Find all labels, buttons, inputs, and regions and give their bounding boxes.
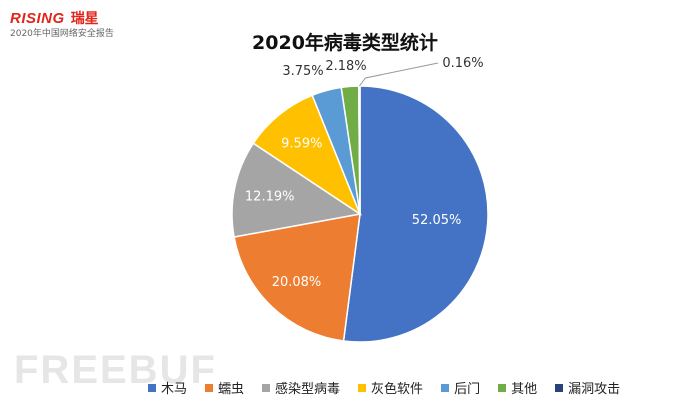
legend-swatch-4 [441, 383, 450, 392]
slice-label-0: 52.05% [412, 213, 462, 228]
legend-item-0: 木马 [148, 378, 187, 397]
legend-label-2: 感染型病毒 [275, 382, 341, 397]
legend-swatch-3 [358, 383, 367, 392]
chart-title: 2020年病毒类型统计 [252, 32, 438, 54]
rising-logo: RISING 瑞星 [10, 8, 99, 28]
pie-labels: 52.05% 20.08% 12.19% 9.59% 3.75% 2.18% 0.16% [245, 56, 484, 290]
legend-item-1: 蠕虫 [205, 378, 244, 397]
pie-slice-2 [231, 142, 362, 238]
slice-label-6: 0.16% [442, 56, 483, 71]
slice-label-1: 20.08% [272, 275, 322, 290]
legend-swatch-0 [148, 383, 156, 392]
logo-text-en: RISING [10, 10, 65, 27]
slice-label-5: 2.18% [325, 59, 366, 74]
legend-swatch-5 [498, 383, 507, 392]
chart-legend: 木马 蠕虫 感染型病毒 灰色软件 后门 其他 漏洞攻击 [148, 378, 620, 397]
pie-slice-0 [342, 85, 489, 343]
legend-label-0: 木马 [161, 382, 188, 397]
legend-label-5: 其他 [511, 382, 538, 397]
leader-line-6 [358, 62, 439, 87]
legend-swatch-1 [205, 383, 214, 392]
legend-swatch-2 [262, 383, 271, 392]
legend-item-5: 其他 [498, 378, 537, 397]
logo-text-cn: 瑞星 [70, 11, 99, 27]
report-subtitle: 2020年中国网络安全报告 [10, 29, 114, 39]
pie-slice-3 [252, 94, 362, 216]
legend-label-3: 灰色软件 [371, 382, 424, 397]
slice-label-3: 9.59% [281, 137, 322, 152]
freebuf-watermark: FREEBUF [14, 348, 217, 392]
slice-label-2: 12.19% [245, 190, 295, 205]
legend-item-3: 灰色软件 [358, 378, 423, 397]
legend-item-4: 后门 [441, 378, 480, 397]
slice-label-4: 3.75% [282, 64, 323, 79]
legend-item-6: 漏洞攻击 [555, 378, 620, 397]
legend-label-4: 后门 [454, 382, 481, 397]
legend-swatch-6 [555, 383, 564, 392]
pie-slices [231, 85, 489, 343]
legend-label-1: 蠕虫 [218, 382, 245, 397]
pie-slice-1 [233, 213, 361, 342]
legend-label-6: 漏洞攻击 [568, 382, 621, 397]
legend-item-2: 感染型病毒 [262, 378, 340, 397]
